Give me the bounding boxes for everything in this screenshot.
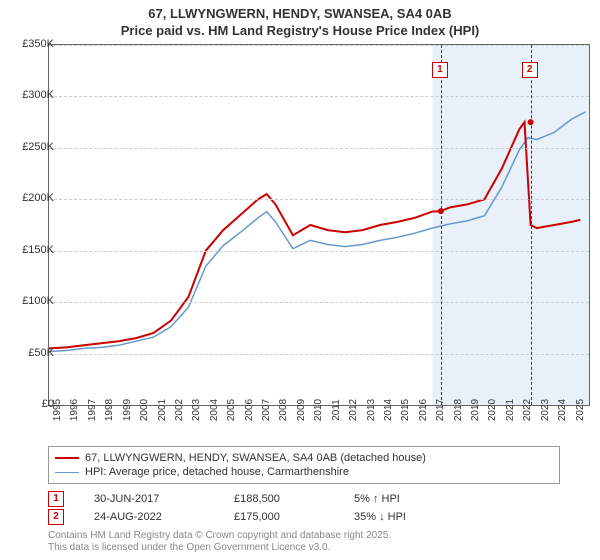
footer-line2: This data is licensed under the Open Gov… — [48, 542, 330, 553]
gridline-h — [49, 199, 589, 200]
table-row: 1 30-JUN-2017£188,5005% ↑ HPI — [48, 490, 474, 508]
y-tick-label: £200K — [22, 192, 54, 204]
marker-badge: 1 — [432, 62, 448, 78]
x-tick-label: 2002 — [174, 399, 185, 421]
footer-line1: Contains HM Land Registry data © Crown c… — [48, 530, 391, 541]
y-tick-label: £250K — [22, 141, 54, 153]
row-price: £175,000 — [234, 511, 354, 523]
x-tick-label: 1997 — [87, 399, 98, 421]
x-tick-label: 2023 — [540, 399, 551, 421]
x-tick-label: 2021 — [505, 399, 516, 421]
x-tick-label: 2014 — [383, 399, 394, 421]
x-tick-label: 2006 — [244, 399, 255, 421]
x-tick-label: 2022 — [522, 399, 533, 421]
y-tick-label: £100K — [22, 295, 54, 307]
row-date: 24-AUG-2022 — [94, 511, 234, 523]
row-delta: 35% ↓ HPI — [354, 511, 474, 523]
legend-item: 67, LLWYNGWERN, HENDY, SWANSEA, SA4 0AB … — [55, 451, 553, 465]
legend-label: 67, LLWYNGWERN, HENDY, SWANSEA, SA4 0AB … — [85, 452, 426, 464]
series-line — [49, 122, 580, 348]
x-tick-label: 2003 — [191, 399, 202, 421]
y-tick-label: £50K — [28, 347, 54, 359]
x-tick-label: 2007 — [261, 399, 272, 421]
table-row: 2 24-AUG-2022£175,00035% ↓ HPI — [48, 508, 474, 526]
marker-badge: 2 — [522, 62, 538, 78]
title-line2: Price paid vs. HM Land Registry's House … — [121, 23, 480, 38]
y-tick-label: £350K — [22, 38, 54, 50]
x-tick-label: 2008 — [278, 399, 289, 421]
legend: 67, LLWYNGWERN, HENDY, SWANSEA, SA4 0AB … — [48, 446, 560, 484]
chart-plot-area — [48, 44, 590, 406]
x-tick-label: 2017 — [435, 399, 446, 421]
transaction-table: 1 30-JUN-2017£188,5005% ↑ HPI 2 24-AUG-2022… — [48, 490, 474, 526]
x-tick-label: 2013 — [366, 399, 377, 421]
title-line1: 67, LLWYNGWERN, HENDY, SWANSEA, SA4 0AB — [148, 6, 451, 21]
x-tick-label: 2015 — [400, 399, 411, 421]
row-date: 30-JUN-2017 — [94, 493, 234, 505]
legend-label: HPI: Average price, detached house, Carm… — [85, 466, 349, 478]
x-tick-label: 2000 — [139, 399, 150, 421]
x-tick-label: 2011 — [331, 399, 342, 421]
row-delta: 5% ↑ HPI — [354, 493, 474, 505]
x-tick-label: 2010 — [313, 399, 324, 421]
row-marker: 1 — [48, 491, 64, 507]
x-tick-label: 1996 — [69, 399, 80, 421]
x-tick-label: 1995 — [52, 399, 63, 421]
y-tick-label: £300K — [22, 89, 54, 101]
x-tick-label: 2024 — [557, 399, 568, 421]
x-tick-label: 2018 — [453, 399, 464, 421]
legend-item: HPI: Average price, detached house, Carm… — [55, 465, 553, 479]
x-tick-label: 2012 — [348, 399, 359, 421]
marker-vline — [441, 45, 442, 405]
row-price: £188,500 — [234, 493, 354, 505]
gridline-h — [49, 354, 589, 355]
legend-swatch — [55, 457, 79, 459]
x-tick-label: 2005 — [226, 399, 237, 421]
chart-svg — [49, 45, 589, 405]
x-tick-label: 2016 — [418, 399, 429, 421]
x-tick-label: 2004 — [209, 399, 220, 421]
row-marker: 2 — [48, 509, 64, 525]
gridline-h — [49, 302, 589, 303]
x-tick-label: 2009 — [296, 399, 307, 421]
x-tick-label: 1999 — [122, 399, 133, 421]
gridline-h — [49, 45, 589, 46]
x-tick-label: 2001 — [157, 399, 168, 421]
gridline-h — [49, 148, 589, 149]
y-tick-label: £150K — [22, 244, 54, 256]
footer-attribution: Contains HM Land Registry data © Crown c… — [48, 530, 391, 554]
x-tick-label: 2025 — [575, 399, 586, 421]
x-tick-label: 2019 — [470, 399, 481, 421]
chart-title: 67, LLWYNGWERN, HENDY, SWANSEA, SA4 0AB … — [0, 0, 600, 40]
legend-swatch — [55, 472, 79, 473]
marker-vline — [531, 45, 532, 405]
gridline-h — [49, 251, 589, 252]
x-tick-label: 1998 — [104, 399, 115, 421]
x-tick-label: 2020 — [487, 399, 498, 421]
gridline-h — [49, 96, 589, 97]
